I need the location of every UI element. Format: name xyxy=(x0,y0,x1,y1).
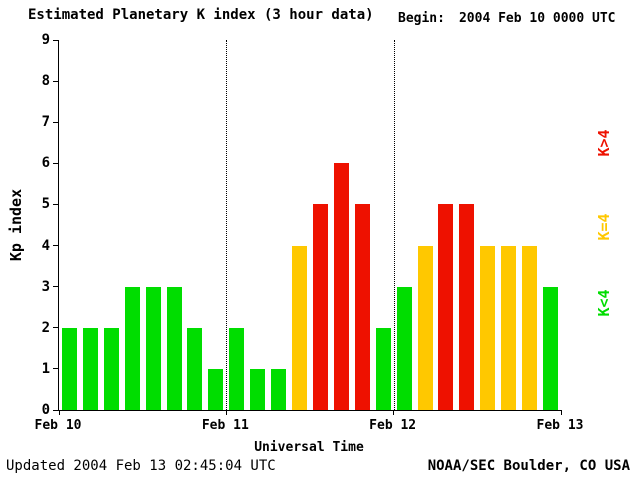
y-axis-tick-label: 5 xyxy=(41,196,50,213)
kp-bar xyxy=(438,204,454,410)
begin-time: Begin: 2004 Feb 10 0000 UTC xyxy=(398,11,616,26)
kp-bar xyxy=(312,204,328,410)
y-axis-tick-label: 7 xyxy=(41,114,50,131)
y-axis-tick-label: 4 xyxy=(41,237,50,254)
y-axis-tick-label: 9 xyxy=(41,32,50,48)
kp-bar xyxy=(543,286,559,410)
y-axis-tick xyxy=(53,39,58,41)
kp-bar xyxy=(82,327,98,410)
y-axis-tick xyxy=(53,121,58,123)
updated-timestamp: Updated 2004 Feb 13 02:45:04 UTC xyxy=(6,458,276,474)
y-axis-tick-label: 1 xyxy=(41,360,50,377)
x-axis-tick xyxy=(225,410,227,415)
y-axis-tick xyxy=(53,162,58,164)
kp-bar xyxy=(480,245,496,410)
y-axis-tick-label: 6 xyxy=(41,155,50,172)
chart-title: Estimated Planetary K index (3 hour data… xyxy=(28,7,374,23)
x-axis-tick xyxy=(58,410,60,415)
kp-bar xyxy=(145,286,161,410)
kp-bar xyxy=(396,286,412,410)
source-attribution: NOAA/SEC Boulder, CO USA xyxy=(427,458,630,474)
day-boundary-gridline xyxy=(226,40,228,410)
y-axis-tick xyxy=(53,203,58,205)
y-axis-tick-label: 0 xyxy=(41,402,50,418)
x-axis-tick-label: Feb 12 xyxy=(369,418,417,433)
x-axis-tick xyxy=(560,410,562,415)
kp-bar xyxy=(187,327,203,410)
begin-value: 2004 Feb 10 0000 UTC xyxy=(458,11,616,26)
y-axis-tick xyxy=(53,286,58,288)
legend-item-eq4: K=4 xyxy=(595,213,613,241)
y-axis-tick xyxy=(53,368,58,370)
kp-bar xyxy=(124,286,140,410)
day-boundary-gridline xyxy=(393,40,395,410)
legend-item-lt4: K<4 xyxy=(595,289,613,317)
x-axis-title: Universal Time xyxy=(254,440,364,455)
y-axis-tick-label: 3 xyxy=(41,278,50,295)
y-axis-tick-label: 8 xyxy=(41,73,50,90)
plot-area xyxy=(53,39,562,415)
kp-bar xyxy=(250,368,266,410)
x-axis-tick-label: Feb 11 xyxy=(201,418,249,433)
legend-item-gt4: K>4 xyxy=(595,129,613,157)
kp-bar xyxy=(417,245,433,410)
kp-bar xyxy=(166,286,182,410)
y-axis-tick-label: 2 xyxy=(41,319,50,336)
kp-bar xyxy=(208,368,224,410)
kp-bar xyxy=(292,245,308,410)
x-axis-tick-label: Feb 10 xyxy=(34,418,82,433)
y-axis-tick xyxy=(53,80,58,82)
x-axis-tick xyxy=(393,410,395,415)
kp-bar xyxy=(522,245,538,410)
y-axis-tick xyxy=(53,245,58,247)
kp-bar xyxy=(271,368,287,410)
kp-bar xyxy=(354,204,370,410)
kp-bar xyxy=(61,327,77,410)
y-axis-tick xyxy=(53,327,58,329)
begin-label: Begin: xyxy=(398,11,445,26)
kp-bar xyxy=(103,327,119,410)
kp-bar xyxy=(459,204,475,410)
kp-bar xyxy=(229,327,245,410)
kp-bar xyxy=(333,163,349,410)
kp-bar xyxy=(375,327,391,410)
y-axis-tick xyxy=(53,409,58,411)
y-axis-title: Kp index xyxy=(7,188,25,262)
x-axis-tick-label: Feb 13 xyxy=(536,418,584,433)
kp-bar xyxy=(501,245,517,410)
